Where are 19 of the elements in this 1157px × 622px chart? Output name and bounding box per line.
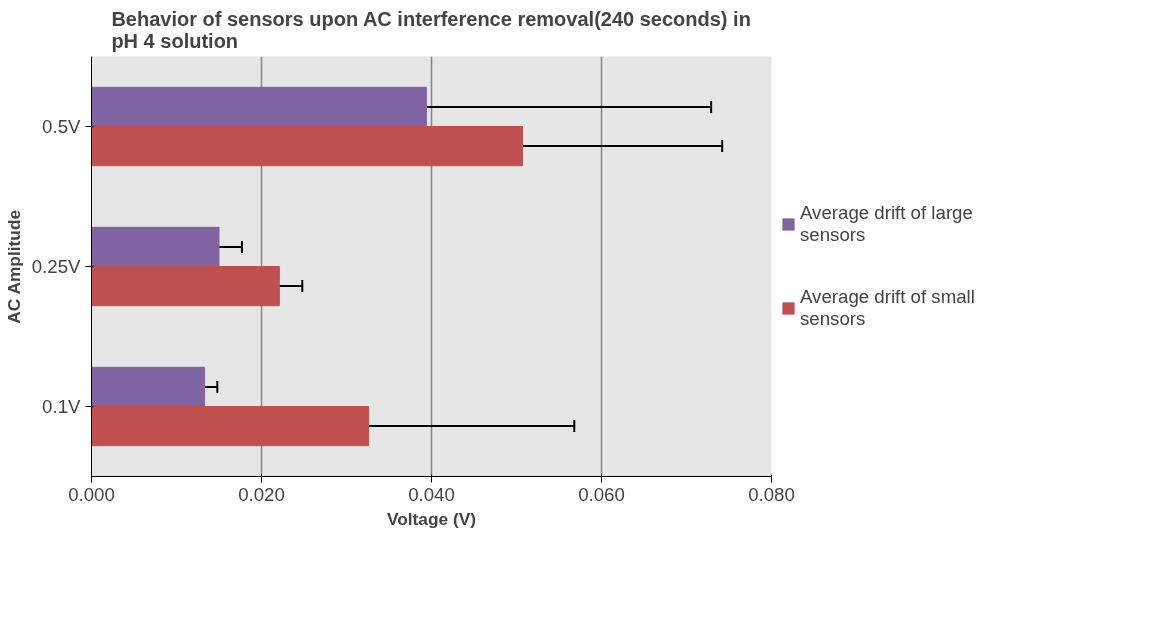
y-axis-title: AC Amplitude [3, 209, 24, 324]
legend-label: Average drift of small sensors [800, 286, 975, 330]
legend-label: Average drift of large sensors [800, 202, 973, 246]
bar [91, 126, 523, 167]
x-tick-label: 0.060 [578, 483, 625, 505]
y-tick-label: 0.5V [42, 116, 82, 137]
x-tick-label: 0.020 [238, 483, 285, 505]
bar [91, 226, 220, 267]
y-tick-label: 0.1V [42, 396, 82, 417]
x-tick-label: 0.080 [748, 483, 795, 505]
bar [91, 366, 206, 407]
bar [91, 86, 427, 127]
x-tick-label: 0.040 [408, 483, 455, 505]
x-tick-label: 0.000 [68, 483, 115, 505]
bar [91, 406, 370, 447]
y-tick-label: 0.25V [31, 256, 82, 277]
x-axis-title: Voltage (V) [386, 508, 477, 529]
bar [91, 266, 280, 307]
chart-title: Behavior of sensors upon AC interference removal(240 seconds) in pH 4 solution [111, 7, 751, 52]
